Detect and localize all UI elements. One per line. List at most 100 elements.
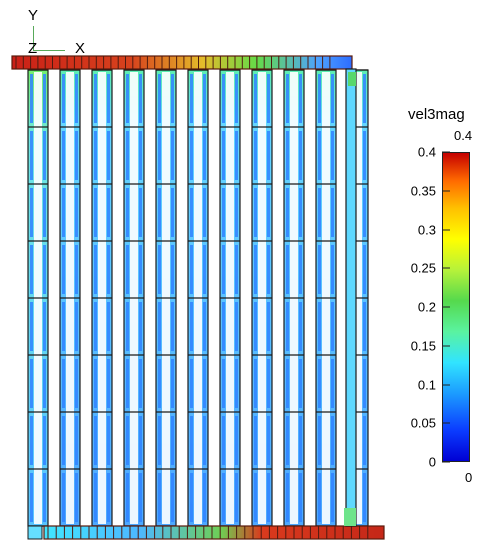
- panel-flow-channel-left: [286, 188, 289, 237]
- panel-flow-channel-right: [235, 416, 238, 465]
- panel-flow-channel-left: [158, 131, 161, 180]
- panel-flow-channel-right: [267, 359, 270, 408]
- panel-flow-channel-left: [222, 245, 225, 294]
- panel-flow-channel-left: [286, 302, 289, 351]
- panel-flow-channel-right: [203, 302, 206, 351]
- panel-flow-channel-right: [299, 359, 302, 408]
- panel-flow-channel-left: [62, 131, 65, 180]
- panel-flow-channel-left: [254, 302, 257, 351]
- panel-flow-channel-left: [254, 473, 257, 522]
- panel-flow-channel-right: [235, 473, 238, 522]
- panel-flow-channel-right: [331, 302, 334, 351]
- panel-flow-channel-right: [299, 416, 302, 465]
- panel-flow-channel-right: [363, 359, 366, 408]
- panel-flow-channel-right: [331, 74, 334, 123]
- panel-flow-channel-right: [171, 359, 174, 408]
- panel-flow-channel-right: [363, 188, 366, 237]
- panel-flow-channel-right: [235, 188, 238, 237]
- panel-flow-channel-right: [299, 131, 302, 180]
- panel-flow-channel-left: [318, 245, 321, 294]
- panel-flow-channel-left: [30, 302, 33, 351]
- panel-flow-channel-right: [235, 359, 238, 408]
- panel-flow-channel-left: [286, 74, 289, 123]
- colorbar-title: vel3mag: [408, 106, 465, 123]
- panel-flow-channel-left: [190, 359, 193, 408]
- panel-flow-channel-right: [171, 473, 174, 522]
- panel-flow-channel-left: [126, 416, 129, 465]
- panel-flow-channel-right: [107, 74, 110, 123]
- panel-flow-channel-left: [158, 245, 161, 294]
- right-outlet-column: [345, 68, 357, 527]
- colorbar-tick-mark: [442, 229, 450, 230]
- panel-flow-channel-right: [139, 416, 142, 465]
- panel-flow-channel-left: [158, 359, 161, 408]
- panel-flow-channel-right: [43, 416, 46, 465]
- panel-flow-channel-right: [139, 188, 142, 237]
- colorbar-tick: 0.1: [401, 377, 450, 392]
- panel-flow-channel-left: [254, 74, 257, 123]
- colorbar-tick-mark: [442, 422, 450, 424]
- panel-flow-channel-right: [107, 473, 110, 522]
- colorbar-tick-label: 0.35: [410, 183, 436, 199]
- colorbar-tick-label: 0.25: [410, 260, 436, 276]
- panel-flow-channel-right: [331, 245, 334, 294]
- colorbar-tick-label: 0.4: [417, 144, 436, 160]
- panel-flow-channel-left: [254, 188, 257, 237]
- panel-flow-channel-right: [75, 245, 78, 294]
- panel-flow-channel-right: [331, 188, 334, 237]
- colorbar-tick-label: 0.15: [410, 338, 436, 354]
- panel-flow-channel-left: [158, 74, 161, 123]
- panel-flow-channel-right: [363, 473, 366, 522]
- panel-flow-channel-right: [43, 473, 46, 522]
- top-manifold: [11, 55, 353, 70]
- panel-flow-channel-right: [75, 302, 78, 351]
- panel-flow-channel-left: [62, 188, 65, 237]
- panel-flow-channel-right: [171, 131, 174, 180]
- panel-flow-channel-right: [235, 245, 238, 294]
- panel-flow-channel-right: [363, 302, 366, 351]
- panel-flow-channel-right: [107, 302, 110, 351]
- panel-flow-channel-left: [94, 302, 97, 351]
- panel-flow-channel-left: [286, 131, 289, 180]
- panel-flow-channel-left: [62, 302, 65, 351]
- panel-flow-channel-left: [222, 416, 225, 465]
- panel-flow-channel-left: [318, 473, 321, 522]
- panel-flow-channel-right: [267, 473, 270, 522]
- panel-flow-channel-right: [43, 302, 46, 351]
- panel-flow-channel-left: [94, 359, 97, 408]
- panel-flow-channel-right: [363, 245, 366, 294]
- panel-flow-channel-right: [203, 416, 206, 465]
- panel-flow-channel-left: [286, 245, 289, 294]
- panel-flow-channel-left: [318, 74, 321, 123]
- panel-flow-channel-right: [363, 416, 366, 465]
- panel-flow-channel-right: [235, 74, 238, 123]
- panel-flow-channel-left: [286, 359, 289, 408]
- panel-flow-channel-left: [318, 359, 321, 408]
- panel-flow-channel-left: [190, 131, 193, 180]
- panel-flow-channel-right: [43, 245, 46, 294]
- panel-flow-channel-right: [203, 473, 206, 522]
- panel-flow-channel-left: [286, 416, 289, 465]
- colorbar-tick: 0.15: [401, 338, 450, 353]
- panel-flow-channel-left: [126, 74, 129, 123]
- panel-flow-channel-left: [222, 359, 225, 408]
- panel-flow-channel-left: [94, 245, 97, 294]
- colorbar-tick: 0.05: [401, 416, 450, 431]
- flow-field-svg: [11, 55, 385, 540]
- panel-flow-channel-left: [126, 245, 129, 294]
- panel-flow-channel-right: [299, 74, 302, 123]
- panel-flow-channel-right: [299, 302, 302, 351]
- panel-flow-channel-right: [75, 416, 78, 465]
- panel-flow-channel-left: [222, 131, 225, 180]
- panel-flow-channel-left: [158, 302, 161, 351]
- panel-flow-channel-right: [139, 245, 142, 294]
- panel-flow-channel-left: [30, 245, 33, 294]
- panel-flow-channel-left: [190, 302, 193, 351]
- panel-flow-channel-left: [30, 416, 33, 465]
- panel-flow-channel-right: [139, 74, 142, 123]
- panel-flow-channel-right: [139, 131, 142, 180]
- panel-flow-channel-right: [107, 188, 110, 237]
- panel-flow-channel-right: [267, 188, 270, 237]
- bottom-left-connector: [27, 525, 43, 540]
